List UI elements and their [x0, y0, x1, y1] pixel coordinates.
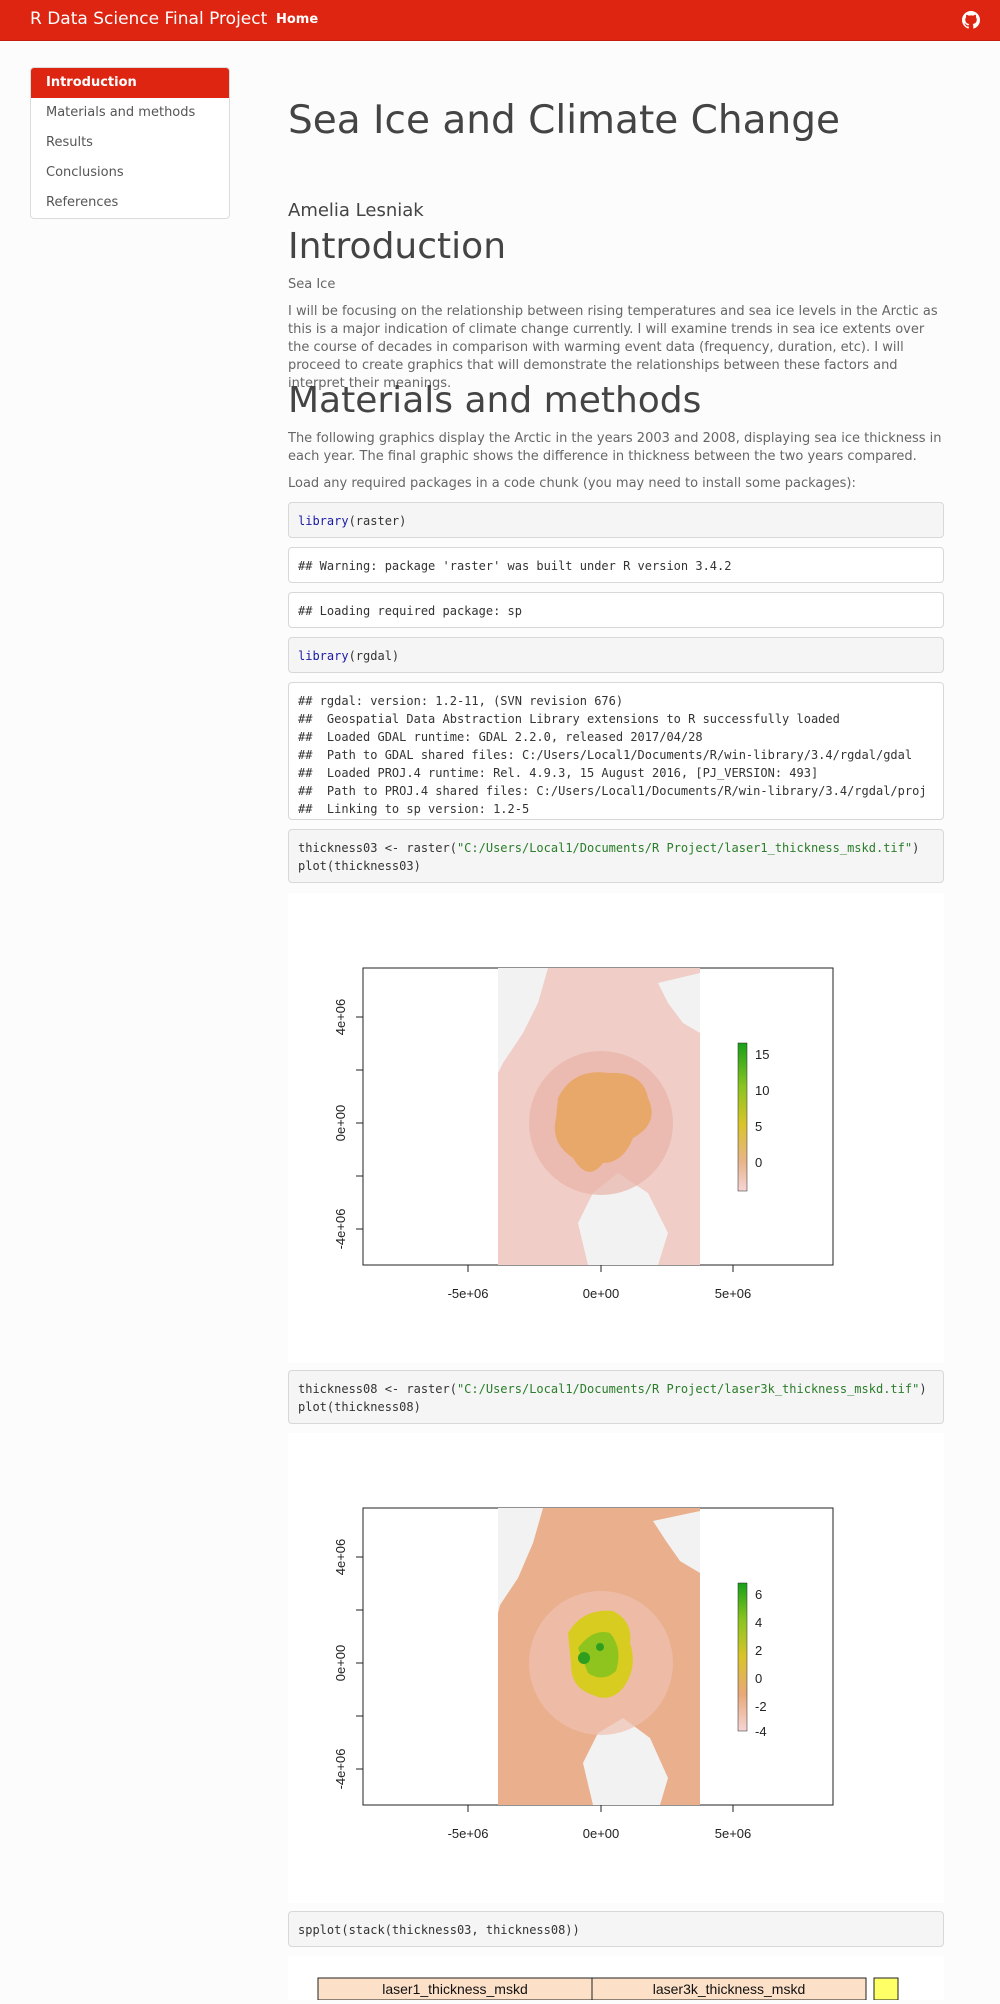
output-line: ## rgdal: version: 1.2-11, (SVN revision…: [298, 694, 624, 708]
legend-label: 4: [755, 1615, 762, 1630]
toc-item-introduction[interactable]: Introduction: [31, 68, 229, 98]
x-tick-label: -5e+06: [448, 1286, 489, 1301]
plot-thickness08: 6 4 2 0 -2 -4 4e+06 0e+00 -4e+06: [288, 1433, 944, 1903]
x-tick-label: 5e+06: [715, 1286, 752, 1301]
land-region: [658, 973, 700, 1033]
y-tick-label: 0e+00: [333, 1105, 348, 1142]
legend-label: 0: [755, 1155, 762, 1170]
land-region: [498, 968, 548, 1073]
nav-home-link[interactable]: Home: [276, 12, 319, 27]
code-string: "C:/Users/Local1/Documents/R Project/las…: [456, 1382, 920, 1396]
toc-sidebar: Introduction Materials and methods Resul…: [30, 67, 230, 219]
output-line: ## Loaded PROJ.4 runtime: Rel. 4.9.3, 15…: [298, 766, 819, 780]
sea-ice-area: [554, 1072, 652, 1172]
land-region: [498, 1508, 543, 1613]
x-tick-label: 0e+00: [583, 1286, 620, 1301]
code-chunk-library-rgdal: library(rgdal): [288, 637, 944, 673]
code-chunk-thickness08: thickness08 <- raster("C:/Users/Local1/D…: [288, 1370, 944, 1424]
color-legend-bar: [737, 1582, 748, 1732]
y-axis: [356, 1556, 363, 1770]
land-region: [583, 1718, 668, 1805]
strip-label: laser1_thickness_mskd: [382, 1981, 528, 1997]
color-legend-bar: [737, 1042, 748, 1192]
output-loading-sp: ## Loading required package: sp: [288, 592, 944, 628]
page-title: Sea Ice and Climate Change: [288, 98, 840, 143]
code-text: ): [919, 1382, 927, 1396]
intro-heading: Introduction: [288, 226, 507, 267]
code-text: thickness08 <- raster(: [298, 1382, 457, 1396]
x-tick-label: 0e+00: [583, 1826, 620, 1841]
author: Amelia Lesniak: [288, 200, 424, 221]
legend-label: 0: [755, 1671, 762, 1686]
sea-ice-max-area: [578, 1652, 590, 1664]
legend-label: 5: [755, 1119, 762, 1134]
x-tick-label: -5e+06: [448, 1826, 489, 1841]
plot-thickness08-svg: 6 4 2 0 -2 -4 4e+06 0e+00 -4e+06: [333, 1507, 834, 1841]
strip-label: laser3k_thickness_mskd: [653, 1981, 806, 1997]
plot-thickness03: 15 10 5 0 4e+06 0e+00 -4e+06 -5e+06 0e+: [288, 893, 944, 1363]
code-chunk-library-raster: library(raster): [288, 502, 944, 538]
output-warning: ## Warning: package 'raster' was built u…: [288, 547, 944, 583]
x-axis: [467, 1265, 734, 1272]
land-region: [578, 1173, 668, 1265]
y-tick-label: -4e+06: [333, 1209, 348, 1250]
land-region: [653, 1511, 700, 1573]
code-line: thickness03 <- raster("C:/Users/Local1/D…: [298, 839, 934, 857]
x-axis: [467, 1805, 734, 1812]
y-tick-label: 4e+06: [333, 999, 348, 1036]
output-line: ## Linking to sp version: 1.2-5: [298, 802, 530, 816]
legend-label: 15: [755, 1047, 769, 1062]
output-rgdal-info: ## rgdal: version: 1.2-11, (SVN revision…: [288, 682, 944, 820]
y-tick-label: -4e+06: [333, 1749, 348, 1790]
sea-ice-thick-area: [578, 1632, 619, 1678]
code-line: plot(thickness08): [298, 1400, 421, 1414]
code-text: thickness03 <- raster(: [298, 841, 457, 855]
code-args: (raster): [348, 514, 407, 528]
github-icon[interactable]: [962, 11, 980, 29]
output-line: ## Path to PROJ.4 shared files: C:/Users…: [298, 784, 927, 798]
code-keyword: library: [298, 649, 349, 663]
code-chunk-spplot: spplot(stack(thickness03, thickness08)): [288, 1911, 944, 1947]
legend-label: 10: [755, 1083, 769, 1098]
intro-subheading: Sea Ice: [288, 277, 336, 292]
y-tick-label: 4e+06: [333, 1539, 348, 1576]
code-text: ): [912, 841, 920, 855]
plot-thickness03-svg: 15 10 5 0 4e+06 0e+00 -4e+06 -5e+06 0e+: [333, 967, 834, 1301]
output-line: ## Loaded GDAL runtime: GDAL 2.2.0, rele…: [298, 730, 703, 744]
legend-labels: 15 10 5 0: [755, 1047, 769, 1170]
output-line: ## Path to GDAL shared files: C:/Users/L…: [298, 748, 913, 762]
y-axis: [356, 1016, 363, 1230]
x-tick-label: 5e+06: [715, 1826, 752, 1841]
methods-heading: Materials and methods: [288, 380, 702, 421]
toc-item-conclusions[interactable]: Conclusions: [46, 165, 124, 180]
load-packages-paragraph: Load any required packages in a code chu…: [288, 476, 856, 491]
legend-label: 6: [755, 1587, 762, 1602]
methods-paragraph: The following graphics display the Arcti…: [288, 431, 942, 464]
intro-paragraph: I will be focusing on the relationship b…: [288, 304, 938, 391]
code-line: plot(thickness03): [298, 859, 421, 873]
code-string: "C:/Users/Local1/Documents/R Project/las…: [456, 841, 913, 855]
code-chunk-thickness03: thickness03 <- raster("C:/Users/Local1/D…: [288, 829, 944, 883]
color-legend-bar: [873, 1977, 899, 2001]
legend-label: -2: [755, 1699, 767, 1714]
sea-ice-max-area: [596, 1643, 604, 1651]
legend-label: 2: [755, 1643, 762, 1658]
output-line: ## Geospatial Data Abstraction Library e…: [298, 712, 840, 726]
plot-spplot: laser1_thickness_mskd laser3k_thickness_…: [288, 1956, 944, 2001]
navbar: R Data Science Final Project Home: [0, 0, 1000, 41]
legend-label: -4: [755, 1724, 767, 1739]
toc-item-materials-and-methods[interactable]: Materials and methods: [46, 105, 196, 120]
toc-item-results[interactable]: Results: [46, 135, 93, 150]
code-line: thickness08 <- raster("C:/Users/Local1/D…: [298, 1380, 934, 1398]
plot-spplot-svg: laser1_thickness_mskd laser3k_thickness_…: [317, 1977, 899, 2001]
navbar-brand[interactable]: R Data Science Final Project: [30, 9, 268, 29]
toc-item-references[interactable]: References: [46, 195, 119, 210]
code-keyword: library: [298, 514, 349, 528]
code-args: (rgdal): [348, 649, 400, 663]
legend-labels: 6 4 2 0 -2 -4: [755, 1587, 767, 1739]
y-tick-label: 0e+00: [333, 1645, 348, 1682]
